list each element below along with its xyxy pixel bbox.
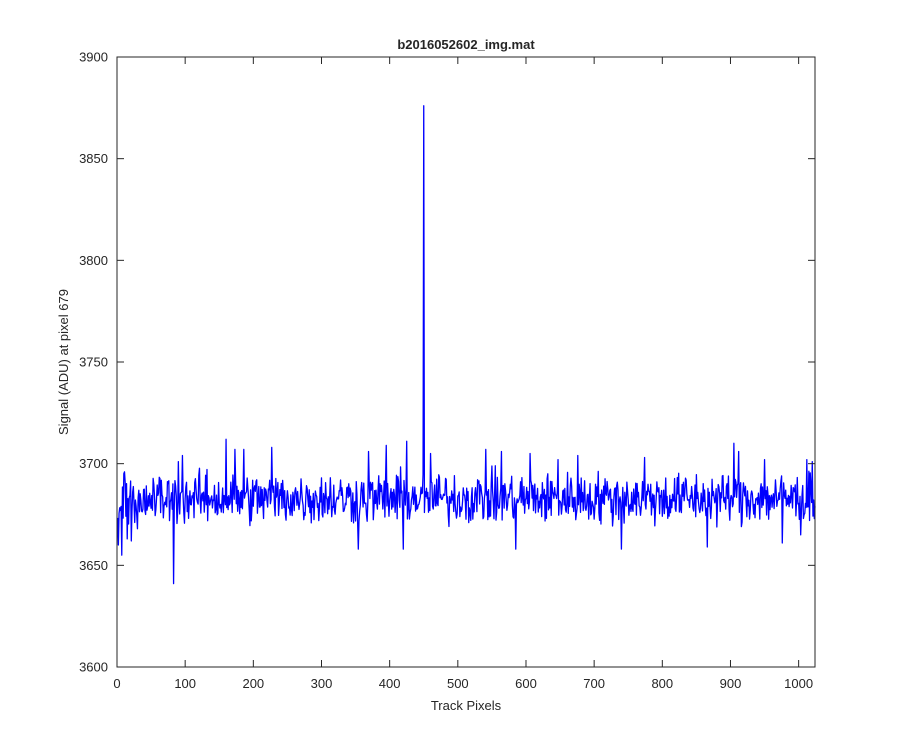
- x-tick-label: 1000: [784, 676, 813, 691]
- x-tick-label: 200: [242, 676, 264, 691]
- y-tick-label: 3600: [79, 660, 108, 675]
- y-tick-label: 3750: [79, 355, 108, 370]
- x-tick-label: 300: [311, 676, 333, 691]
- y-tick-label: 3800: [79, 253, 108, 268]
- y-tick-label: 3850: [79, 151, 108, 166]
- chart-title: b2016052602_img.mat: [397, 37, 535, 52]
- x-tick-label: 800: [651, 676, 673, 691]
- y-tick-label: 3700: [79, 456, 108, 471]
- x-tick-label: 100: [174, 676, 196, 691]
- x-tick-label: 600: [515, 676, 537, 691]
- x-tick-label: 500: [447, 676, 469, 691]
- y-tick-label: 3650: [79, 558, 108, 573]
- plot-area: [117, 57, 815, 667]
- x-tick-label: 400: [379, 676, 401, 691]
- y-axis-label: Signal (ADU) at pixel 679: [56, 289, 71, 435]
- tick-layer: 0 100 200 300 400 500 600 700 800 900 1000 3600 3650…: [79, 50, 815, 691]
- y-tick-label: 3900: [79, 50, 108, 65]
- x-tick-label: 700: [583, 676, 605, 691]
- x-axis-label: Track Pixels: [431, 698, 502, 713]
- x-tick-label: 0: [113, 676, 120, 691]
- signal-series-line: [117, 105, 816, 585]
- x-tick-label: 900: [720, 676, 742, 691]
- series-layer: [117, 105, 816, 585]
